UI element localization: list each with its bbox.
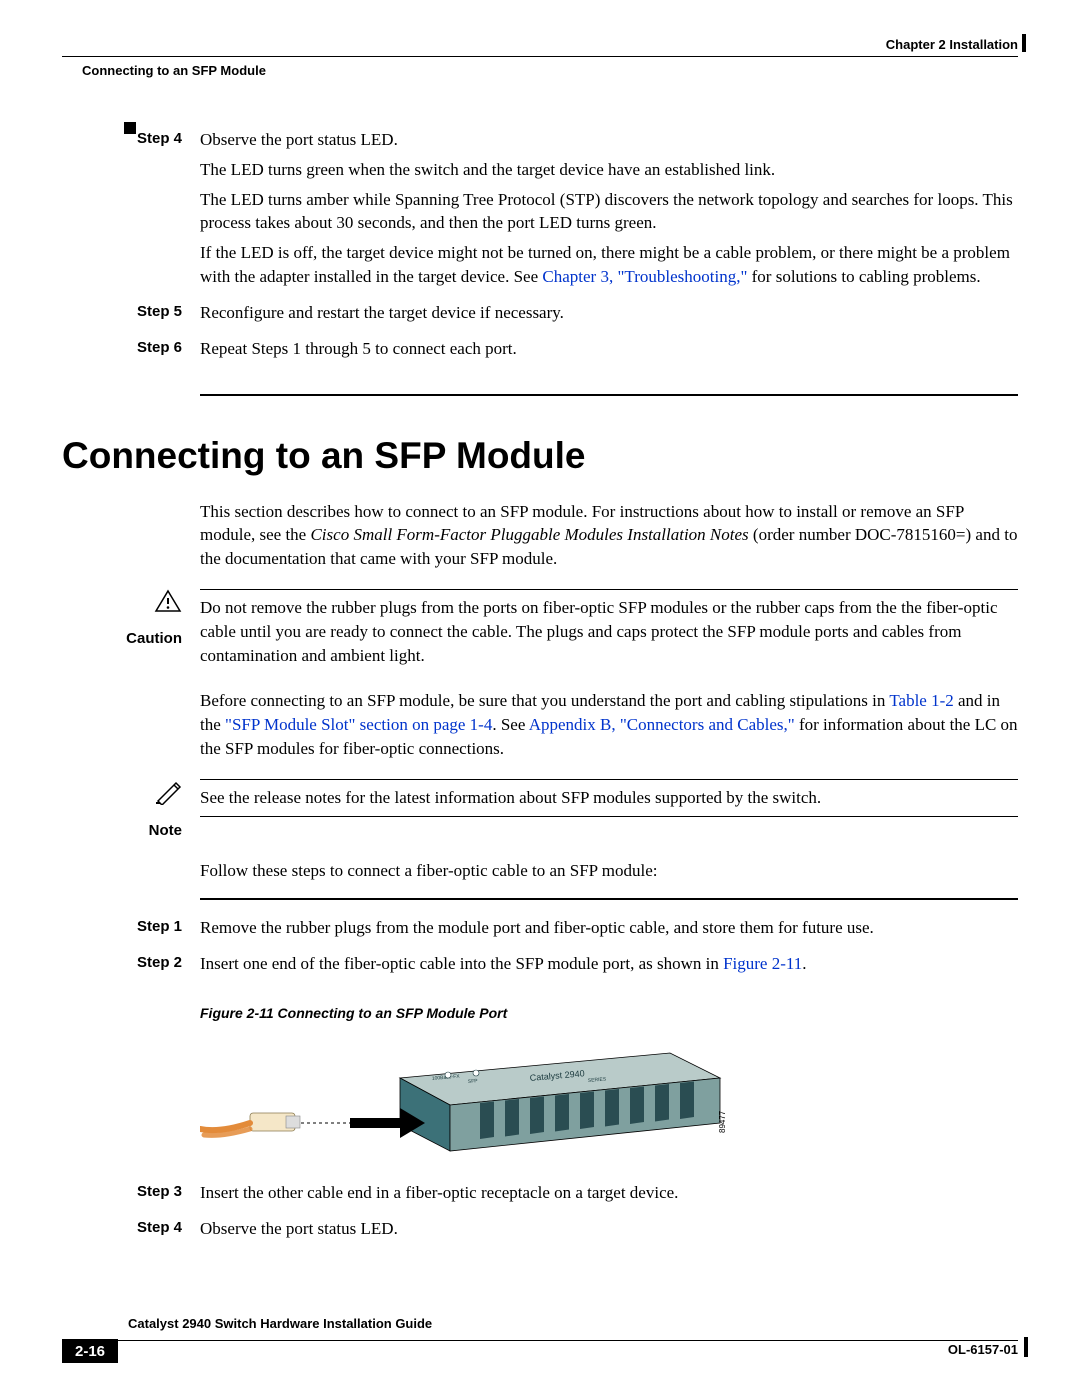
step-body: Remove the rubber plugs from the module … xyxy=(200,916,1018,946)
step-row: Step 2Insert one end of the fiber-optic … xyxy=(62,952,1018,982)
steps-rule xyxy=(200,898,1018,900)
note-callout: Note See the release notes for the lates… xyxy=(62,779,1018,841)
step-row: Step 4Observe the port status LED. xyxy=(62,1217,1018,1247)
step-body: Insert the other cable end in a fiber-op… xyxy=(200,1181,1018,1211)
note-icon xyxy=(154,779,182,812)
caution-label: Caution xyxy=(62,628,182,649)
page-number: 2-16 xyxy=(62,1339,118,1363)
step-label: Step 5 xyxy=(62,301,200,331)
step-body: Insert one end of the fiber-optic cable … xyxy=(200,952,1018,982)
step-row: Step 1Remove the rubber plugs from the m… xyxy=(62,916,1018,946)
step-label: Step 6 xyxy=(62,337,200,367)
step-row: Step 6Repeat Steps 1 through 5 to connec… xyxy=(62,337,1018,367)
step-label: Step 4 xyxy=(62,128,200,295)
step-body: Observe the port status LED.The LED turn… xyxy=(200,128,1018,295)
steps-group-b: Step 1Remove the rubber plugs from the m… xyxy=(62,916,1018,982)
steps-group-a: Step 4Observe the port status LED.The LE… xyxy=(62,128,1018,366)
section-rule xyxy=(200,394,1018,396)
intro-paragraph: This section describes how to connect to… xyxy=(200,500,1018,571)
follow-paragraph: Follow these steps to connect a fiber-op… xyxy=(200,859,1018,883)
header-breadcrumb: Connecting to an SFP Module xyxy=(62,62,266,80)
step-row: Step 5Reconfigure and restart the target… xyxy=(62,301,1018,331)
cross-ref-link[interactable]: Figure 2-11 xyxy=(723,954,802,973)
step-body: Observe the port status LED. xyxy=(200,1217,1018,1247)
page-content: Step 4Observe the port status LED.The LE… xyxy=(62,128,1018,1253)
steps-group-c: Step 3Insert the other cable end in a fi… xyxy=(62,1181,1018,1247)
header-chapter: Chapter 2 Installation xyxy=(886,36,1018,54)
step-row: Step 3Insert the other cable end in a fi… xyxy=(62,1181,1018,1211)
svg-text:SFP: SFP xyxy=(468,1078,479,1085)
step-body: Repeat Steps 1 through 5 to connect each… xyxy=(200,337,1018,367)
step-label: Step 4 xyxy=(62,1217,200,1247)
footer-doc-id: OL-6157-01 xyxy=(948,1341,1018,1359)
footer-title: Catalyst 2940 Switch Hardware Installati… xyxy=(128,1315,432,1333)
note-label: Note xyxy=(62,820,182,841)
mid-paragraph: Before connecting to an SFP module, be s… xyxy=(200,689,1018,760)
section-title: Connecting to an SFP Module xyxy=(62,430,1018,482)
cross-ref-link[interactable]: Chapter 3, "Troubleshooting," xyxy=(542,267,747,286)
cross-ref-link[interactable]: "SFP Module Slot" section on page 1-4 xyxy=(225,715,492,734)
cross-ref-link[interactable]: Table 1-2 xyxy=(889,691,953,710)
caution-text: Do not remove the rubber plugs from the … xyxy=(200,596,1018,667)
step-row: Step 4Observe the port status LED.The LE… xyxy=(62,128,1018,295)
caution-icon xyxy=(154,589,182,620)
step-label: Step 1 xyxy=(62,916,200,946)
step-label: Step 2 xyxy=(62,952,200,982)
step-label: Step 3 xyxy=(62,1181,200,1211)
footer-rule xyxy=(62,1340,1018,1341)
step-body: Reconfigure and restart the target devic… xyxy=(200,301,1018,331)
svg-text:89477: 89477 xyxy=(718,1110,727,1133)
cross-ref-link[interactable]: Appendix B, "Connectors and Cables," xyxy=(529,715,795,734)
figure-diagram: Catalyst 2940SERIES100Base-FXSFP89477 xyxy=(200,1033,740,1163)
figure-caption: Figure 2-11 Connecting to an SFP Module … xyxy=(200,1004,1018,1024)
note-text: See the release notes for the latest inf… xyxy=(200,786,1018,810)
caution-callout: Caution Do not remove the rubber plugs f… xyxy=(62,589,1018,667)
header-rule xyxy=(62,56,1018,57)
